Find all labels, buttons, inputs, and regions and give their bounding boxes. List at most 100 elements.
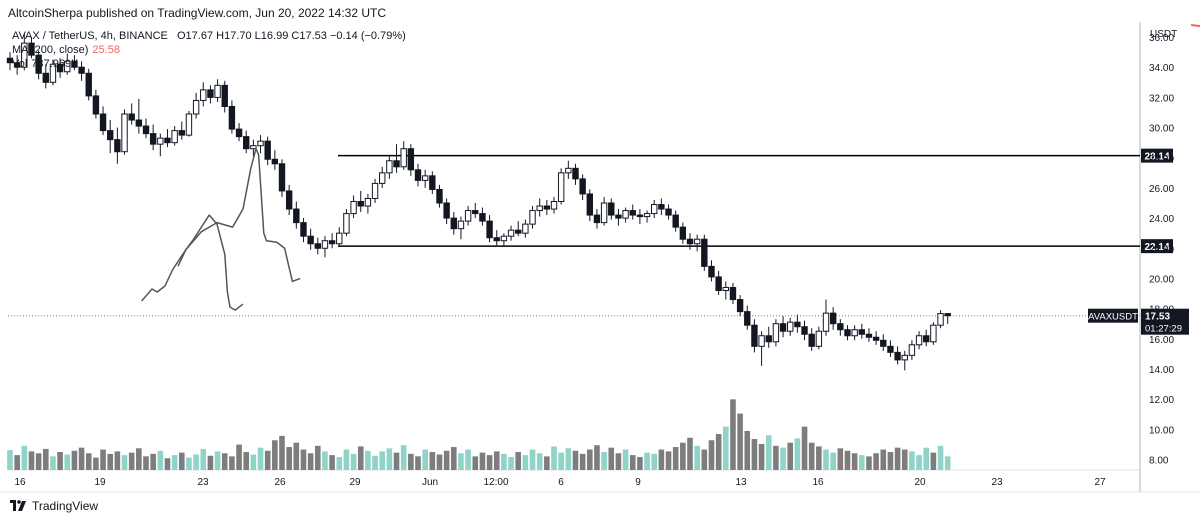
candle — [221, 80, 228, 113]
candle — [751, 319, 758, 353]
volume-bar — [393, 452, 400, 470]
candle — [693, 234, 701, 252]
candle-body — [579, 178, 586, 195]
candle — [608, 198, 615, 220]
level-label-bg — [1141, 148, 1173, 163]
volume-bar — [493, 451, 500, 470]
open-value: 17.67 — [185, 30, 214, 42]
candle-body — [350, 200, 357, 215]
candle-body — [944, 313, 951, 317]
candle — [371, 178, 379, 204]
volume-bar — [443, 450, 450, 470]
volume-bar — [916, 455, 922, 470]
volume-bar — [415, 456, 421, 470]
candle — [64, 53, 71, 75]
candle — [285, 184, 293, 216]
volume-bar — [944, 456, 951, 470]
candle — [722, 281, 729, 300]
projection-path — [177, 214, 244, 311]
candle-body — [185, 113, 193, 136]
volume-bar — [816, 446, 822, 470]
candle — [185, 110, 193, 137]
volume-bar — [529, 449, 536, 470]
time-tick: 6 — [558, 477, 564, 488]
volume-bar — [236, 444, 242, 470]
volume-bar — [672, 447, 679, 470]
candle — [937, 310, 944, 329]
volume-bar — [866, 456, 872, 470]
candle-body — [808, 333, 815, 347]
time-tick: 9 — [635, 477, 641, 488]
candle — [593, 209, 601, 229]
candle-body — [550, 200, 558, 210]
volume-bar — [687, 437, 693, 470]
projection-drawings — [141, 147, 301, 311]
open-label: O — [176, 30, 186, 42]
candle — [844, 325, 851, 341]
candle-body — [636, 214, 644, 218]
candle-body — [164, 137, 171, 144]
ma-value: 25.58 — [92, 44, 120, 56]
candle-body — [450, 217, 457, 230]
tradingview-logo[interactable]: TradingView — [10, 499, 98, 513]
volume-bar — [565, 448, 572, 470]
candle-body — [751, 324, 758, 347]
candle — [314, 237, 321, 255]
candle — [744, 305, 751, 330]
candle-body — [271, 158, 279, 165]
candle-body — [543, 205, 551, 210]
candle-body — [822, 312, 830, 332]
candle-body — [443, 202, 450, 219]
candle — [328, 233, 336, 249]
volume-bar — [472, 456, 479, 470]
candle — [493, 230, 500, 246]
candle — [157, 133, 164, 157]
candle — [579, 174, 586, 200]
candle — [464, 206, 472, 226]
price-tick: 12.00 — [1149, 395, 1174, 406]
candle-body — [651, 204, 658, 215]
symbol-tag: AVAXUSDT — [1088, 312, 1138, 323]
candle-body — [715, 276, 722, 292]
candle-body — [729, 286, 737, 301]
price-tick: 8.00 — [1149, 455, 1169, 466]
volume-bar — [214, 451, 221, 470]
volume-bar — [229, 456, 235, 470]
vol-legend: Vol 737.969K — [12, 58, 78, 70]
candle — [264, 136, 271, 166]
candle-body — [586, 193, 593, 216]
candle — [78, 61, 85, 81]
candle — [486, 215, 493, 243]
tradingview-icon — [10, 500, 26, 511]
volume-bar — [458, 453, 464, 470]
price-tick: 34.00 — [1149, 63, 1174, 74]
candle-body — [13, 62, 21, 68]
candle-body — [736, 299, 744, 313]
volume-bar — [78, 447, 85, 470]
volume-bar — [851, 453, 858, 470]
candle-body — [99, 113, 107, 132]
price-tick: 14.00 — [1149, 365, 1174, 376]
candle — [450, 212, 457, 235]
candle — [600, 196, 608, 226]
candle — [472, 203, 479, 219]
volume-bar — [343, 449, 350, 470]
candle — [872, 331, 880, 345]
volume-bar — [164, 458, 171, 470]
volume-bar — [723, 426, 729, 470]
candle-body — [658, 204, 665, 210]
candle — [715, 270, 722, 296]
candle — [300, 218, 307, 243]
candle-body — [686, 238, 694, 245]
volume-bar — [300, 449, 307, 470]
volume-bar — [737, 413, 743, 470]
time-tick: 19 — [94, 477, 106, 488]
candle-body — [665, 208, 672, 216]
time-tick: 26 — [274, 477, 286, 488]
candle — [214, 79, 221, 102]
candle-body — [364, 197, 372, 207]
candle — [572, 163, 579, 185]
candle — [107, 120, 114, 154]
candle — [343, 209, 350, 237]
